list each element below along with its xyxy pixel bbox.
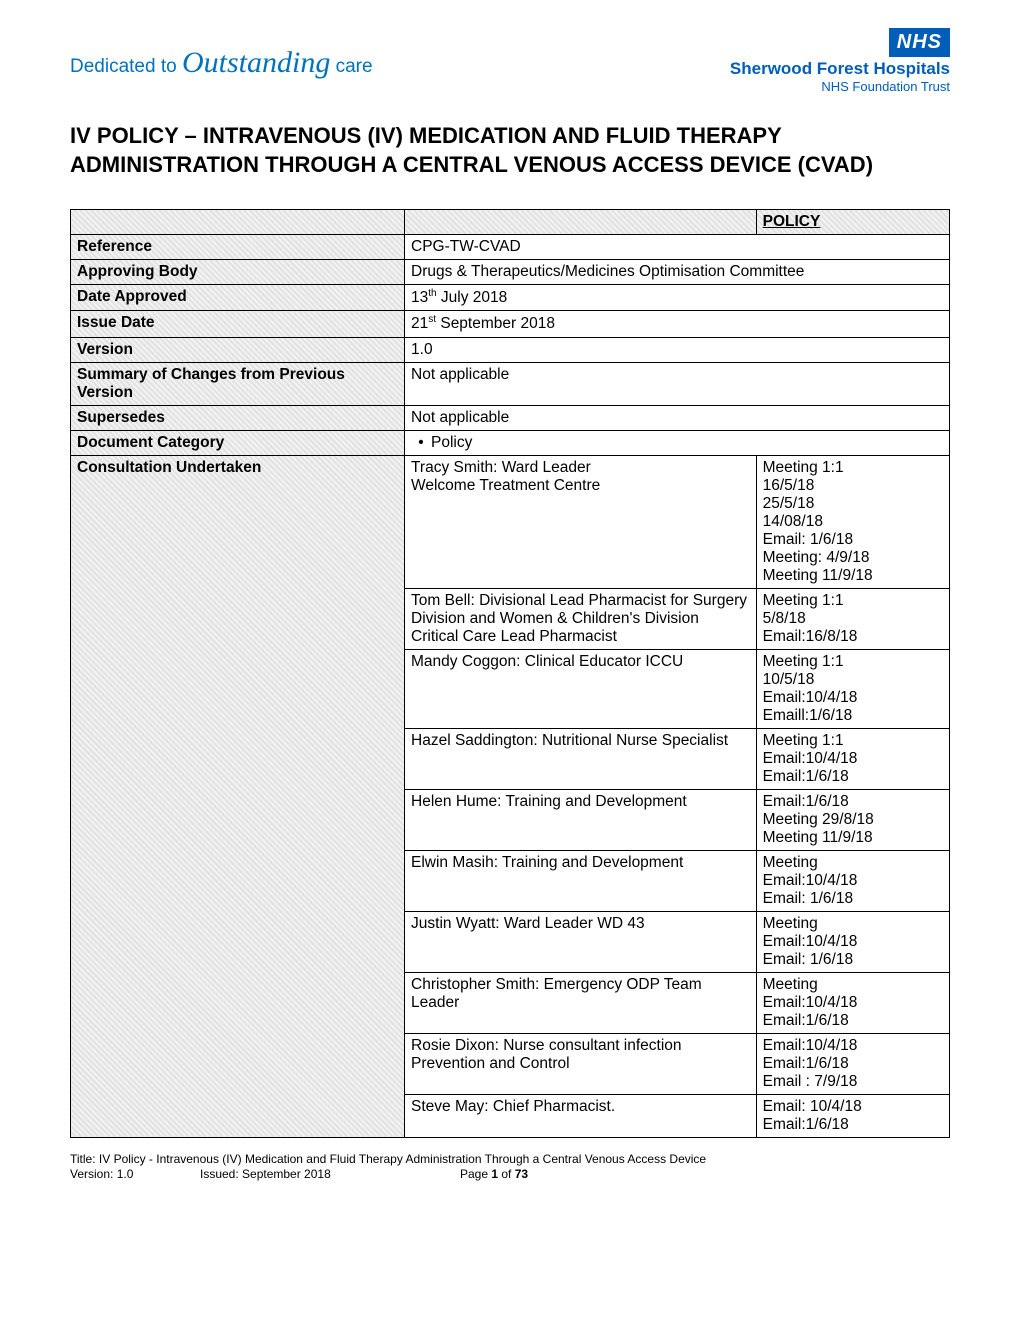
label-category: Document Category bbox=[71, 430, 405, 455]
footer-page: Page 1 of 73 bbox=[460, 1167, 528, 1183]
date-prefix: 13 bbox=[411, 289, 428, 306]
tagline-suffix: care bbox=[330, 56, 372, 77]
date-sup: th bbox=[428, 288, 436, 299]
consultation-meta: Meeting Email:10/4/18 Email: 1/6/18 bbox=[756, 850, 949, 911]
consultation-who: Rosie Dixon: Nurse consultant infection … bbox=[405, 1033, 757, 1094]
consultation-meta: Meeting 1:1 5/8/18 Email:16/8/18 bbox=[756, 588, 949, 649]
label-issue-date: Issue Date bbox=[71, 311, 405, 337]
date-suffix: July 2018 bbox=[437, 289, 508, 306]
footer-title-line: Title: IV Policy - Intravenous (IV) Medi… bbox=[70, 1152, 950, 1168]
consultation-who: Mandy Coggon: Clinical Educator ICCU bbox=[405, 649, 757, 728]
consultation-meta: Email: 10/4/18 Email:1/6/18 bbox=[756, 1094, 949, 1137]
nhs-badge: NHS bbox=[889, 28, 950, 57]
bullet-icon: • bbox=[411, 434, 431, 452]
tagline-prefix: Dedicated to bbox=[70, 56, 182, 77]
consultation-who: Tom Bell: Divisional Lead Pharmacist for… bbox=[405, 588, 757, 649]
value-category: •Policy bbox=[405, 430, 950, 455]
hatched-cell bbox=[405, 210, 757, 235]
value-summary: Not applicable bbox=[405, 362, 950, 405]
consultation-who: Steve May: Chief Pharmacist. bbox=[405, 1094, 757, 1137]
date-prefix: 21 bbox=[411, 316, 428, 333]
logo-block: NHS Sherwood Forest Hospitals NHS Founda… bbox=[730, 28, 950, 94]
consultation-who: Helen Hume: Training and Development bbox=[405, 789, 757, 850]
consultation-who: Elwin Masih: Training and Development bbox=[405, 850, 757, 911]
policy-table: POLICY Reference CPG-TW-CVAD Approving B… bbox=[70, 209, 950, 1137]
value-version: 1.0 bbox=[405, 337, 950, 362]
page-footer: Title: IV Policy - Intravenous (IV) Medi… bbox=[70, 1152, 950, 1183]
hatched-cell bbox=[71, 210, 405, 235]
consultation-who: Christopher Smith: Emergency ODP Team Le… bbox=[405, 972, 757, 1033]
consultation-who: Justin Wyatt: Ward Leader WD 43 bbox=[405, 911, 757, 972]
footer-line2: Version: 1.0 Issued: September 2018 Page… bbox=[70, 1167, 950, 1183]
consultation-meta: Email:1/6/18 Meeting 29/8/18 Meeting 11/… bbox=[756, 789, 949, 850]
footer-version: Version: 1.0 bbox=[70, 1167, 200, 1183]
value-issue-date: 21st September 2018 bbox=[405, 311, 950, 337]
consultation-meta: Meeting Email:10/4/18 Email:1/6/18 bbox=[756, 972, 949, 1033]
date-suffix: September 2018 bbox=[436, 316, 555, 333]
page-title: IV POLICY – INTRAVENOUS (IV) MEDICATION … bbox=[70, 122, 950, 179]
label-summary: Summary of Changes from Previous Version bbox=[71, 362, 405, 405]
label-date-approved: Date Approved bbox=[71, 285, 405, 311]
consultation-who: Hazel Saddington: Nutritional Nurse Spec… bbox=[405, 728, 757, 789]
value-approving-body: Drugs & Therapeutics/Medicines Optimisat… bbox=[405, 260, 950, 285]
consultation-meta: Meeting 1:1 16/5/18 25/5/18 14/08/18 Ema… bbox=[756, 455, 949, 588]
org-sub: NHS Foundation Trust bbox=[730, 79, 950, 94]
tagline: Dedicated to Outstanding care bbox=[70, 46, 373, 80]
value-supersedes: Not applicable bbox=[405, 405, 950, 430]
org-name: Sherwood Forest Hospitals bbox=[730, 59, 950, 79]
label-consultation: Consultation Undertaken bbox=[71, 455, 405, 1137]
consultation-who: Tracy Smith: Ward Leader Welcome Treatme… bbox=[405, 455, 757, 588]
label-version: Version bbox=[71, 337, 405, 362]
label-approving-body: Approving Body bbox=[71, 260, 405, 285]
policy-header-cell: POLICY bbox=[756, 210, 949, 235]
date-sup: st bbox=[428, 314, 436, 325]
category-text: Policy bbox=[431, 434, 472, 451]
label-reference: Reference bbox=[71, 235, 405, 260]
consultation-meta: Meeting 1:1 Email:10/4/18 Email:1/6/18 bbox=[756, 728, 949, 789]
page-header: Dedicated to Outstanding care NHS Sherwo… bbox=[70, 28, 950, 94]
value-date-approved: 13th July 2018 bbox=[405, 285, 950, 311]
label-supersedes: Supersedes bbox=[71, 405, 405, 430]
value-reference: CPG-TW-CVAD bbox=[405, 235, 950, 260]
footer-issued: Issued: September 2018 bbox=[200, 1167, 460, 1183]
consultation-meta: Meeting Email:10/4/18 Email: 1/6/18 bbox=[756, 911, 949, 972]
tagline-cursive: Outstanding bbox=[182, 46, 330, 79]
consultation-meta: Email:10/4/18 Email:1/6/18 Email : 7/9/1… bbox=[756, 1033, 949, 1094]
consultation-meta: Meeting 1:1 10/5/18 Email:10/4/18 Emaill… bbox=[756, 649, 949, 728]
